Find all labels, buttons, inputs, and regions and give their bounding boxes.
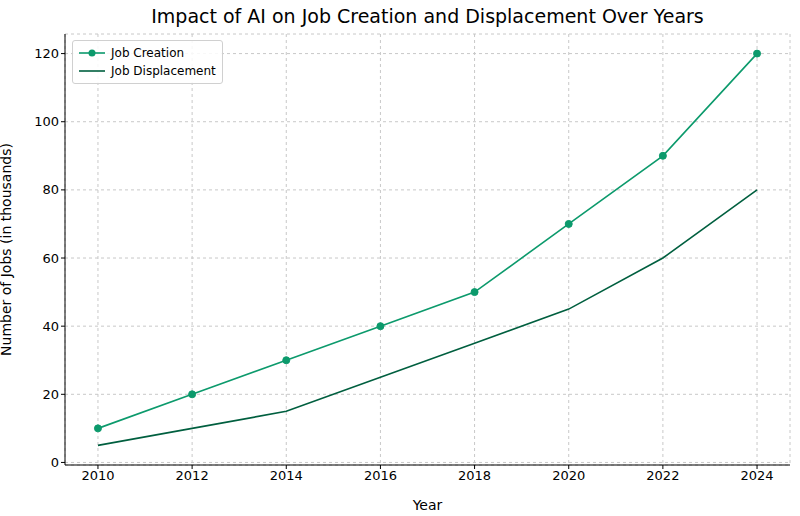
svg-text:2020: 2020 — [552, 468, 585, 483]
svg-text:2016: 2016 — [364, 468, 397, 483]
html-text:Job Displacement: Job Displacement — [111, 64, 216, 78]
svg-text:2022: 2022 — [646, 468, 679, 483]
svg-text:40: 40 — [42, 319, 59, 334]
svg-text:2010: 2010 — [81, 468, 114, 483]
svg-text:2024: 2024 — [740, 468, 773, 483]
html-text:Impact of AI on Job Creation a: Impact of AI on Job Creation and Displac… — [151, 5, 704, 27]
svg-text:0: 0 — [51, 455, 59, 470]
svg-text:2018: 2018 — [458, 468, 491, 483]
svg-text:Number of Jobs (in thousands): Number of Jobs (in thousands) — [8, 143, 14, 356]
svg-text:Year: Year — [412, 497, 443, 513]
svg-text:100: 100 — [34, 114, 59, 129]
svg-text:20: 20 — [42, 387, 59, 402]
svg-text:2012: 2012 — [176, 468, 209, 483]
svg-text:120: 120 — [34, 46, 59, 61]
svg-text:80: 80 — [42, 182, 59, 197]
svg-text:60: 60 — [42, 251, 59, 266]
svg-text:2014: 2014 — [270, 468, 303, 483]
html-text:Job Creation: Job Creation — [111, 46, 185, 60]
